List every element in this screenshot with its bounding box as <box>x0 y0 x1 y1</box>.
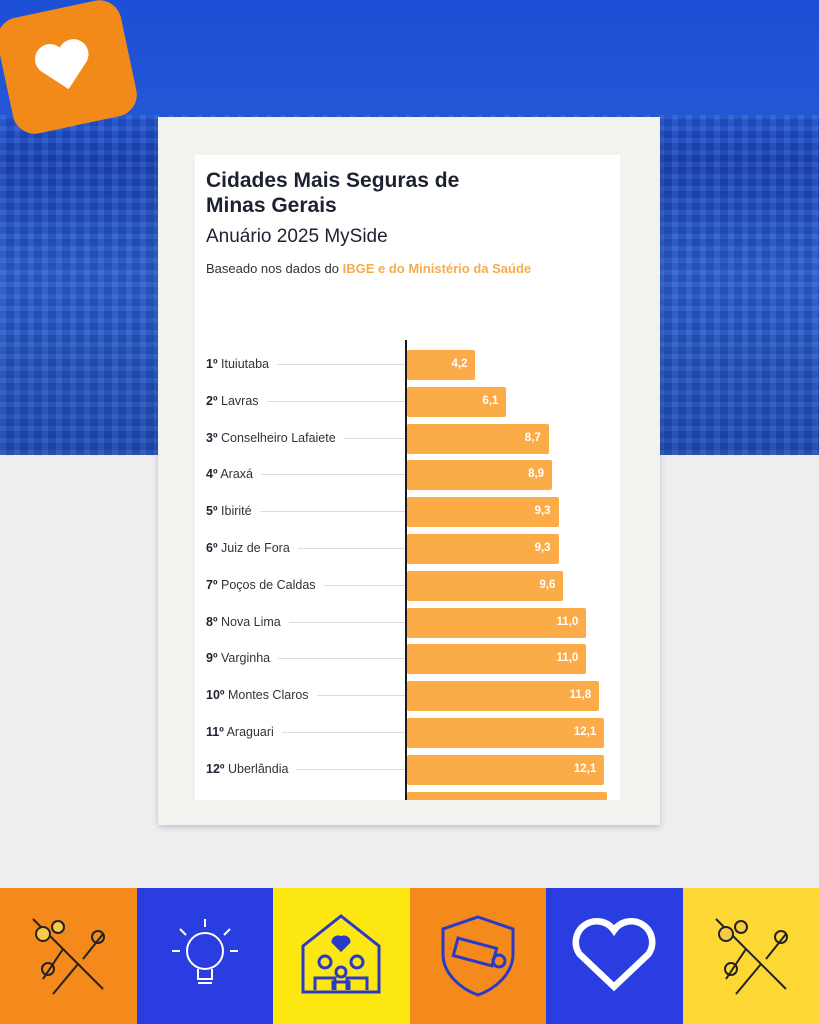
category-label: 7º Poços de Caldas <box>206 577 316 592</box>
bar: 12,1 <box>407 754 605 785</box>
icon-tile <box>0 888 137 1024</box>
leader-line <box>317 695 405 697</box>
icon-tile <box>273 888 410 1024</box>
category-label: 9º Varginha <box>206 651 271 666</box>
leader-line <box>261 474 405 476</box>
leader-line <box>344 437 405 439</box>
data-label: 9,6 <box>539 578 556 591</box>
data-label: 9,3 <box>534 505 551 518</box>
bar: 11,0 <box>407 644 587 675</box>
data-label: 11,0 <box>556 652 579 665</box>
icon-tile <box>136 888 273 1024</box>
data-label: 8,7 <box>524 431 541 444</box>
leader-line <box>278 658 405 660</box>
data-label: 11,8 <box>569 689 592 702</box>
bar: 9,6 <box>407 570 564 601</box>
bar <box>407 791 608 800</box>
bar: 9,3 <box>407 497 559 528</box>
chart-row: 12º Uberlândia 12,1 <box>195 754 620 785</box>
flower-branch-icon <box>23 909 113 1004</box>
chart-row <box>195 791 620 800</box>
category-label: 5º Ibirité <box>206 504 252 519</box>
chart-row: 8º Nova Lima 11,0 <box>195 607 620 638</box>
chart-row: 5º Ibirité 9,3 <box>195 497 620 528</box>
chart-row: 9º Varginha 11,0 <box>195 644 620 675</box>
chart-row: 2º Lavras 6,1 <box>195 386 620 417</box>
category-label: 4º Araxá <box>206 467 253 482</box>
data-label: 12,1 <box>573 762 597 775</box>
data-label: 6,1 <box>482 394 499 407</box>
data-label: 8,9 <box>528 468 545 481</box>
category-label: 8º Nova Lima <box>206 614 281 629</box>
chart-subtitle: Anuário 2025 MySide <box>206 226 388 247</box>
icon-tile <box>409 888 546 1024</box>
category-label: 3º Conselheiro Lafaiete <box>206 430 336 445</box>
chart-source: Baseado nos dados do IBGE e do Ministéri… <box>206 261 532 276</box>
icon-strip <box>0 888 819 1024</box>
chart-row: 10º Montes Claros 11,8 <box>195 681 620 712</box>
leader-line <box>298 548 405 549</box>
chart-title: Cidades Mais Seguras de Minas Gerais <box>206 169 460 217</box>
category-label: 12º Uberlândia <box>206 761 289 776</box>
bar: 8,9 <box>407 460 553 491</box>
data-label: 9,3 <box>534 542 551 554</box>
bar: 9,3 <box>407 534 559 564</box>
bar: 12,1 <box>407 718 605 748</box>
bar: 4,2 <box>407 350 476 380</box>
category-label: 10º Montes Claros <box>206 688 309 703</box>
heart-badge <box>0 0 141 138</box>
icon-tile <box>546 888 683 1024</box>
chart-row: 11º Araguari 12,1 <box>195 718 620 748</box>
chart-row: 3º Conselheiro Lafaiete 8,7 <box>195 423 620 454</box>
heart-icon <box>35 39 89 90</box>
chart-row: 6º Juiz de Fora 9,3 <box>195 534 620 564</box>
family-house-icon <box>293 906 389 1007</box>
leader-line <box>277 364 405 365</box>
chart-card: Cidades Mais Seguras de Minas Gerais Anu… <box>195 155 620 800</box>
category-label: 1º Ituiutaba <box>206 357 269 371</box>
bar: 6,1 <box>407 386 507 417</box>
data-label: 12,1 <box>573 726 597 738</box>
data-label: 11,0 <box>556 615 579 628</box>
bar: 11,0 <box>407 607 587 638</box>
heart-icon <box>569 914 659 999</box>
bar: 8,7 <box>407 423 549 454</box>
data-label: 4,2 <box>451 358 468 370</box>
chart-row: 4º Araxá 8,9 <box>195 460 620 491</box>
icon-tile <box>682 888 819 1024</box>
leader-line <box>260 511 405 513</box>
leader-line <box>289 621 405 623</box>
leader-line <box>282 732 405 733</box>
flower-branch-icon <box>706 909 796 1004</box>
security-camera-icon <box>433 909 523 1004</box>
y-axis-line <box>405 340 407 800</box>
leader-line <box>267 400 405 402</box>
chart-row: 7º Poços de Caldas 9,6 <box>195 570 620 601</box>
bar: 11,8 <box>407 681 600 712</box>
lightbulb-icon <box>160 909 250 1004</box>
category-label: 11º Araguari <box>206 725 274 739</box>
chart-row: 1º Ituiutaba 4,2 <box>195 350 620 380</box>
leader-line <box>324 584 405 586</box>
category-label: 2º Lavras <box>206 393 259 408</box>
leader-line <box>296 768 405 770</box>
category-label: 6º Juiz de Fora <box>206 541 290 555</box>
